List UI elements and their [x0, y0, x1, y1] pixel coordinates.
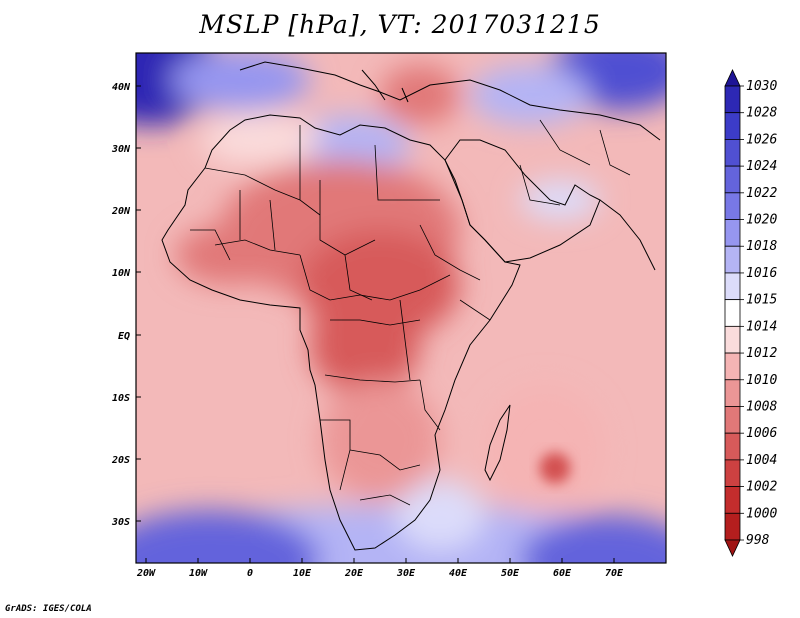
lat-label-10n: 10N [112, 268, 131, 279]
lon-label-10w: 10W [189, 568, 208, 579]
coastlines [161, 61, 661, 551]
country-borders [190, 119, 631, 506]
axis-ticks [136, 85, 615, 563]
colorbar-arrow-top [724, 69, 741, 87]
colorbar-swatch [724, 165, 741, 194]
lon-label-20w: 20W [136, 568, 156, 579]
colorbar-swatch [724, 112, 741, 140]
lon-label-10e: 10E [293, 568, 312, 579]
colorbar-swatch [724, 299, 741, 327]
colorbar-label: 1016 [746, 266, 777, 281]
map-title: MSLP [hPa], VT: 2017031215 [199, 10, 601, 39]
lat-label-30n: 30N [111, 144, 131, 155]
colorbar-label: 1012 [746, 346, 777, 361]
colorbar-swatch [724, 325, 741, 354]
colorbar-label: 1020 [746, 213, 777, 228]
lat-label-20n: 20N [111, 206, 131, 217]
lon-label-20e: 20E [344, 568, 364, 579]
lon-label-30e: 30E [396, 568, 416, 579]
colorbar-swatch [724, 379, 741, 407]
colorbar-arrow-bottom [724, 539, 741, 557]
colorbar-label: 1030 [746, 79, 777, 94]
colorbar-label: 1000 [746, 506, 777, 521]
colorbar-label: 1006 [746, 426, 777, 441]
colorbar-label: 1014 [746, 319, 777, 334]
lat-label-eq: EQ [118, 331, 130, 342]
colorbar-swatch [724, 432, 741, 461]
colorbar-label: 1004 [746, 453, 777, 468]
colorbar-swatch [724, 245, 741, 274]
colorbar-swatch [724, 459, 741, 487]
colorbar-label: 1018 [746, 239, 777, 254]
pressure-field [136, 53, 666, 563]
colorbar-swatch [724, 406, 741, 434]
colorbar-label: 1015 [746, 293, 777, 308]
colorbar-label: 1008 [746, 399, 777, 414]
lat-label-40n: 40N [112, 82, 131, 93]
colorbar-label: 1002 [746, 480, 777, 495]
lat-label-10s: 10S [112, 393, 130, 404]
colorbar-swatch [724, 512, 741, 541]
lon-label-0: 0 [247, 568, 253, 579]
colorbar-swatch [724, 272, 741, 301]
colorbar-swatch [724, 352, 741, 381]
lon-label-60e: 60E [553, 568, 572, 579]
colorbar-label: 1028 [746, 106, 777, 121]
colorbar-label: 998 [746, 533, 770, 548]
colorbar-label: 1024 [746, 159, 777, 174]
colorbar-label: 1010 [746, 373, 777, 388]
lon-label-50e: 50E [501, 568, 520, 579]
colorbar-label: 1026 [746, 132, 777, 147]
colorbar: 1030 1028 1026 1024 1022 1020 1018 1016 1015 1014… [724, 69, 777, 557]
lat-label-30s: 30S [111, 517, 130, 528]
credit-text: GrADS: IGES/COLA [5, 604, 92, 614]
colorbar-swatch [724, 192, 741, 220]
colorbar-swatch [724, 486, 741, 514]
map-frame [135, 52, 667, 564]
colorbar-swatch [724, 139, 741, 167]
colorbar-label: 1022 [746, 186, 777, 201]
lon-label-40e: 40E [449, 568, 468, 579]
colorbar-swatch [724, 219, 741, 247]
lon-label-70e: 70E [605, 568, 624, 579]
lat-label-20s: 20S [111, 455, 130, 466]
colorbar-swatch [724, 85, 741, 114]
